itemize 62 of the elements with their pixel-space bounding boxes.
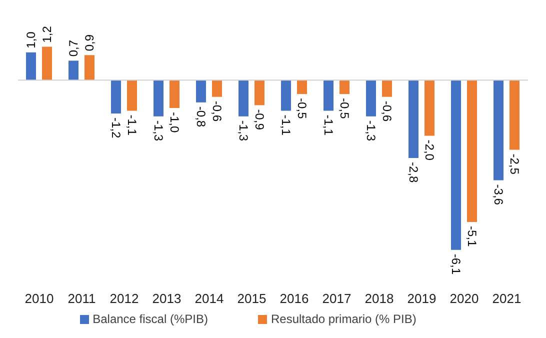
bar	[26, 52, 36, 80]
data-label: -2,5	[508, 154, 522, 175]
bar	[127, 80, 137, 111]
data-label: -6,1	[449, 254, 463, 275]
data-label: 1,0	[24, 31, 38, 48]
x-tick-label: 2021	[492, 291, 522, 306]
bar	[467, 80, 477, 222]
data-label: -0,5	[338, 98, 352, 120]
x-tick-label: 2019	[407, 291, 436, 306]
bar	[510, 80, 520, 150]
bar	[382, 80, 392, 97]
x-tick-label: 2010	[24, 291, 54, 306]
bar	[281, 80, 291, 111]
bar	[212, 80, 222, 97]
data-label: -0,9	[252, 109, 266, 130]
x-tick-label: 2015	[237, 291, 266, 306]
bar	[154, 80, 164, 116]
data-label: -1,3	[364, 120, 378, 142]
bar	[170, 80, 180, 108]
data-label: 1,2	[40, 26, 54, 43]
data-label: -1,2	[109, 118, 123, 139]
data-label: -0,8	[194, 106, 208, 128]
legend-label: Balance fiscal (%PIB)	[92, 312, 208, 326]
bar	[424, 80, 434, 136]
data-label: -2,0	[422, 140, 436, 161]
bar	[42, 46, 52, 80]
x-tick-label: 2017	[322, 291, 352, 306]
x-tick-label: 2013	[152, 291, 182, 306]
data-label: -1,3	[236, 120, 250, 142]
bar	[340, 80, 350, 94]
data-label: -0,6	[380, 100, 394, 122]
legend-label: Resultado primario (% PIB)	[271, 312, 416, 326]
bar	[68, 60, 78, 80]
x-tick-label: 2011	[68, 291, 96, 306]
data-label: -0,5	[295, 98, 309, 120]
bar	[324, 80, 334, 111]
bar	[408, 80, 418, 158]
x-tick-label: 2012	[110, 291, 139, 306]
bar	[111, 80, 121, 114]
bar	[451, 80, 461, 250]
data-label: -3,6	[492, 184, 506, 206]
data-label: -1,1	[322, 114, 336, 136]
x-tick-label: 2018	[364, 291, 394, 306]
data-label: -1,1	[125, 114, 139, 136]
x-tick-label: 2020	[450, 291, 479, 306]
data-label: -1,3	[152, 120, 166, 142]
bar	[84, 55, 94, 80]
bar	[238, 80, 248, 116]
x-tick-label: 2014	[194, 291, 224, 306]
data-label: -0,6	[210, 100, 224, 122]
bar	[494, 80, 504, 180]
data-label: 0,7	[66, 40, 80, 57]
x-tick-label: 2016	[280, 291, 309, 306]
bar	[366, 80, 376, 116]
bar	[196, 80, 206, 102]
bar	[297, 80, 307, 94]
data-label: -1,0	[168, 112, 182, 133]
data-label: 0,9	[82, 34, 96, 52]
data-label: -5,1	[465, 226, 479, 248]
data-label: -1,1	[279, 114, 293, 136]
data-label: -2,8	[406, 162, 420, 184]
bar	[254, 80, 264, 106]
